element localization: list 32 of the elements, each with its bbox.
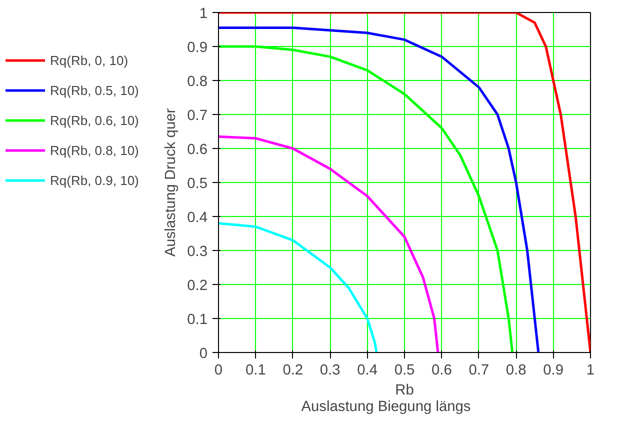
- y-tick-label: 0.2: [187, 278, 208, 294]
- text: Auslastung Biegung längs: [301, 398, 471, 417]
- legend-label: Rq(Rb, 0, 10): [50, 52, 128, 68]
- x-tick-label: 0.1: [246, 362, 266, 378]
- line-series: [218, 222, 378, 352]
- x-tick-label: 0: [214, 362, 223, 378]
- y-tick-label: 0.6: [187, 142, 208, 158]
- y-tick-label: 0.4: [187, 210, 208, 226]
- y-axis-title: Auslastung Druck quer: [163, 108, 180, 257]
- y-tick-label: 0.7: [187, 108, 208, 124]
- line-series: [218, 135, 440, 352]
- y-tick-label: 0.5: [187, 176, 208, 192]
- y-tick-label: 0.8: [187, 74, 208, 90]
- x-tick-label: 0.3: [320, 362, 340, 378]
- legend-label: Rq(Rb, 0.6, 10): [50, 112, 139, 128]
- x-tick-label: 0.4: [357, 362, 378, 378]
- legend-label: Rq(Rb, 0.5, 10): [50, 82, 139, 98]
- x-tick-label: 1: [586, 362, 595, 378]
- y-tick-label: 0.9: [187, 40, 208, 56]
- legend-label: Rq(Rb, 0.9, 10): [50, 172, 139, 188]
- x-axis-title: Rb: [395, 382, 414, 398]
- legend-label: Rq(Rb, 0.8, 10): [50, 142, 139, 158]
- y-tick-label: 0: [199, 346, 208, 362]
- x-tick-label: 0.8: [506, 362, 526, 378]
- y-tick-label: 0.1: [187, 312, 208, 328]
- x-tick-label: 0.9: [543, 362, 564, 378]
- x-tick-label: 0.5: [394, 362, 415, 378]
- x-tick-label: 0.2: [282, 362, 304, 378]
- x-tick-label: 0.7: [468, 362, 490, 378]
- y-tick-label: 1: [199, 6, 208, 22]
- y-tick-label: 0.3: [187, 244, 208, 260]
- x-tick-label: 0.6: [432, 362, 452, 378]
